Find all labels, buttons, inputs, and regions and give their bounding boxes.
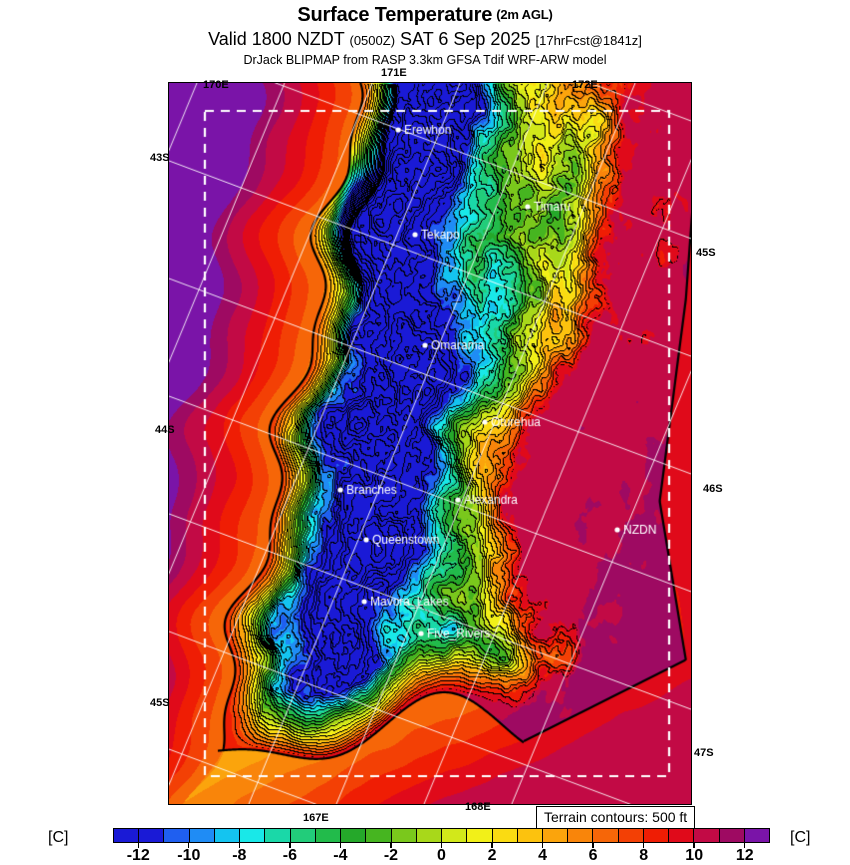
terrain-contour-legend: Terrain contours: 500 ft bbox=[536, 806, 696, 829]
colorbar-tick bbox=[491, 843, 493, 848]
colorbar-swatch bbox=[669, 829, 695, 842]
colorbar-swatch bbox=[341, 829, 367, 842]
title-main: Surface Temperature bbox=[297, 4, 493, 26]
colorbar-tick bbox=[238, 843, 241, 848]
colorbar-tick bbox=[693, 843, 695, 848]
page-title: Surface Temperature (2m AGL) bbox=[0, 4, 850, 27]
model-source-line: DrJack BLIPMAP from RASP 3.3km GFSA Tdif… bbox=[243, 53, 607, 67]
grid-label-43s: 43S bbox=[150, 152, 170, 164]
colorbar-swatch bbox=[265, 829, 291, 842]
forecast-hour-tag: [17hrFcst@1841z] bbox=[535, 33, 642, 48]
grid-label-167e: 167E bbox=[303, 812, 329, 824]
colorbar-tick bbox=[541, 843, 544, 848]
colorbar-swatch bbox=[391, 829, 417, 842]
header: Surface Temperature (2m AGL) Valid 1800 N… bbox=[0, 0, 850, 67]
colorbar-tick-label: -8 bbox=[232, 847, 247, 864]
colorbar-swatch bbox=[214, 829, 241, 842]
grid-label-172e: 172E bbox=[572, 79, 598, 91]
grid-label-168e: 168E bbox=[465, 801, 491, 813]
colorbar-tick-labels: -12 -10 -8 -6 -4 -2 0 2 4 6 8 10 12 bbox=[113, 843, 770, 864]
grid-label-171e: 171E bbox=[381, 67, 407, 79]
colorbar-tick bbox=[137, 843, 139, 848]
valid-utc-time: (0500Z) bbox=[349, 33, 396, 48]
colorbar-unit-right: [C] bbox=[790, 829, 811, 846]
title-altitude-note: (2m AGL) bbox=[496, 7, 553, 22]
colorbar-swatch bbox=[416, 829, 443, 842]
colorbar-swatch bbox=[618, 829, 644, 842]
colorbar-swatches bbox=[113, 828, 770, 843]
grid-label-47s: 47S bbox=[694, 747, 714, 759]
colorbar-swatch bbox=[164, 829, 190, 842]
colorbar-tick-label: 2 bbox=[487, 847, 497, 864]
colorbar-tick bbox=[744, 843, 746, 848]
valid-time-line: Valid 1800 NZDT (0500Z) SAT 6 Sep 2025 [… bbox=[0, 29, 850, 50]
colorbar-tick-label: 8 bbox=[639, 847, 649, 864]
grid-label-45s: 45S bbox=[696, 247, 716, 259]
grid-label-170e: 170E bbox=[203, 79, 229, 91]
temperature-map[interactable] bbox=[168, 82, 692, 805]
colorbar-tick bbox=[289, 843, 291, 848]
colorbar-swatch bbox=[290, 829, 316, 842]
colorbar-tick bbox=[440, 843, 443, 848]
colorbar-tick-label: -6 bbox=[282, 847, 297, 864]
grid-label-44s: 44S bbox=[155, 424, 175, 436]
colorbar-swatch bbox=[694, 829, 720, 842]
colorbar-swatch bbox=[492, 829, 518, 842]
valid-local-time: Valid 1800 NZDT bbox=[208, 29, 345, 49]
colorbar-swatch bbox=[719, 829, 745, 842]
colorbar: [C] -12 -10 -8 -6 -4 -2 0 2 4 6 8 10 12 [C] bbox=[0, 828, 850, 864]
colorbar-swatch bbox=[568, 829, 594, 842]
colorbar-tick-label: -4 bbox=[333, 847, 348, 864]
colorbar-swatch bbox=[542, 829, 569, 842]
grid-label-45s: 45S bbox=[150, 697, 170, 709]
colorbar-swatch bbox=[315, 829, 342, 842]
colorbar-tick bbox=[339, 843, 342, 848]
colorbar-swatch bbox=[467, 829, 493, 842]
colorbar-swatch bbox=[189, 829, 215, 842]
temperature-field-canvas bbox=[169, 83, 691, 804]
colorbar-tick-label: 4 bbox=[538, 847, 548, 864]
colorbar-swatch bbox=[240, 829, 266, 842]
colorbar-tick-label: 12 bbox=[735, 847, 754, 864]
colorbar-tick bbox=[188, 843, 190, 848]
colorbar-tick bbox=[390, 843, 392, 848]
valid-date: SAT 6 Sep 2025 bbox=[400, 29, 531, 49]
colorbar-swatch bbox=[744, 829, 770, 842]
colorbar-tick-label: 6 bbox=[588, 847, 598, 864]
colorbar-unit-left: [C] bbox=[48, 829, 69, 846]
colorbar-swatch bbox=[366, 829, 392, 842]
colorbar-swatch bbox=[593, 829, 619, 842]
grid-label-46s: 46S bbox=[703, 483, 723, 495]
colorbar-swatch bbox=[643, 829, 670, 842]
colorbar-tick-label: 0 bbox=[437, 847, 446, 864]
colorbar-tick-label: -2 bbox=[383, 847, 399, 864]
colorbar-swatch bbox=[517, 829, 543, 842]
colorbar-tick-label: -10 bbox=[177, 847, 201, 864]
colorbar-swatch bbox=[442, 829, 468, 842]
colorbar-tick bbox=[592, 843, 594, 848]
colorbar-tick-label: 10 bbox=[685, 847, 704, 864]
colorbar-tick-label: -12 bbox=[126, 847, 150, 864]
colorbar-swatch bbox=[114, 829, 140, 842]
colorbar-tick bbox=[642, 843, 645, 848]
colorbar-swatch bbox=[139, 829, 165, 842]
